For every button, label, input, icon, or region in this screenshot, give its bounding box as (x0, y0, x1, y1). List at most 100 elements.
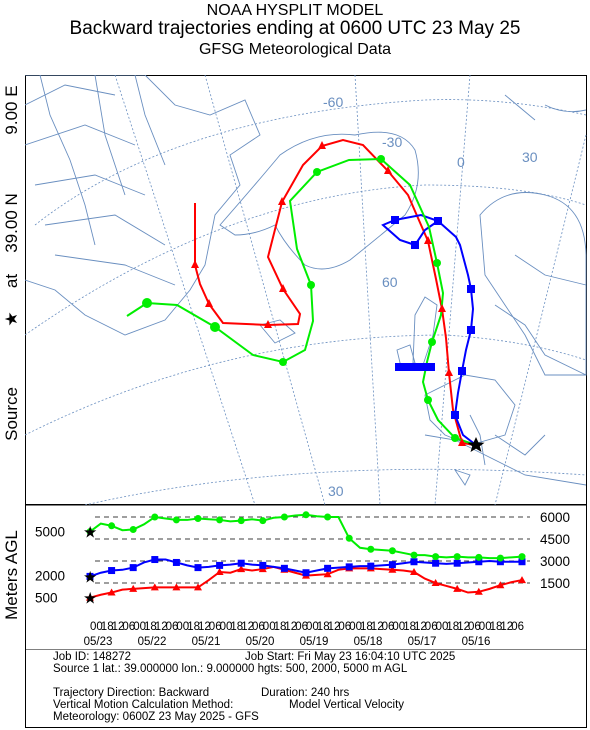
x-hour-tick: 12 (500, 621, 513, 633)
profile-marker (323, 570, 332, 578)
profile-marker (367, 562, 375, 570)
profile-marker (302, 511, 310, 519)
y-tick-left: 2000 (35, 569, 65, 584)
profile-marker (518, 553, 526, 561)
profile-marker (324, 513, 332, 521)
profile-marker (410, 558, 418, 566)
trajectory-500m-markers (191, 141, 466, 446)
profile-marker (432, 559, 440, 567)
profile-marker (324, 564, 332, 572)
vertical-motion-method: Vertical Motion Calculation Method: (53, 699, 234, 711)
profile-marker (108, 522, 116, 530)
profile-marker (410, 568, 418, 575)
profile-marker (237, 565, 246, 573)
profile-marker (259, 561, 267, 569)
profile-marker (151, 556, 159, 564)
x-hour-tick: 18 (101, 621, 114, 633)
x-hour-tick: 06 (122, 621, 135, 633)
profile-marker (194, 514, 202, 522)
x-hour-tick: 00 (176, 621, 189, 633)
job-id: Job ID: 148272 (53, 651, 132, 663)
profile-marker (453, 584, 462, 592)
profile-marker (237, 559, 245, 567)
x-hour-tick: 00 (349, 621, 362, 633)
profile-marker (280, 564, 288, 572)
profile-marker (151, 513, 159, 521)
x-hour-tick: 00 (436, 621, 449, 633)
x-hour-tick: 12 (414, 621, 427, 633)
source-at-label: at (2, 274, 21, 288)
profile-marker (474, 587, 483, 595)
profile-marker (453, 559, 461, 567)
profile-marker (345, 563, 353, 571)
profile-marker (259, 517, 267, 525)
x-hour-tick: 18 (274, 621, 287, 633)
profile-marker (194, 583, 202, 591)
x-hour-tick: 00 (392, 621, 405, 633)
profile-marker (432, 553, 440, 561)
profile-marker (216, 516, 224, 524)
profile-marker (388, 547, 396, 555)
x-hour-tick: 00 (133, 621, 146, 633)
trajectory-map: -60 -30 0 30 60 30 (25, 75, 587, 505)
x-hour-tick: 00 (263, 621, 276, 633)
profile-marker (518, 558, 526, 566)
meteorology-info: Meteorology: 0600Z 23 May 2025 - GFS (53, 711, 259, 723)
y-tick-left: 500 (35, 591, 58, 606)
source-star-icon: ★ (2, 311, 21, 326)
grid-label-lon-30: 30 (522, 149, 538, 165)
land-outlines (25, 75, 587, 486)
x-hour-tick: 18 (403, 621, 416, 633)
x-hour-tick: 12 (155, 621, 168, 633)
job-start: Job Start: Fri May 23 16:04:10 UTC 2025 (245, 651, 456, 663)
x-date-tick: 05/18 (354, 636, 383, 648)
x-date-tick: 05/17 (408, 636, 437, 648)
profile-marker (496, 554, 504, 562)
vertical-motion-value: Model Vertical Velocity (289, 699, 405, 711)
x-hour-tick: 00 (90, 621, 103, 633)
x-hour-tick: 18 (187, 621, 200, 633)
profile-marker (172, 516, 180, 524)
trajectory-paths (126, 138, 485, 452)
source-side-label: Source ★ at 39.00 N 9.00 E (0, 75, 24, 505)
x-hour-tick: 12 (457, 621, 470, 633)
profile-series: ★ ★ ★ (83, 511, 526, 608)
trajectory-2000m-markers (391, 216, 475, 419)
x-date-tick: 05/19 (300, 636, 329, 648)
source-location-star-icon (467, 437, 485, 452)
grid-label-lat-60: 60 (382, 274, 398, 290)
profile-marker (216, 561, 224, 569)
profile-marker (453, 553, 461, 561)
x-hour-tick: 12 (371, 621, 384, 633)
x-hour-tick: 12 (112, 621, 125, 633)
x-hour-tick: 06 (511, 621, 524, 633)
x-date-tick: 05/23 (84, 636, 113, 648)
source-info: Source 1 lat.: 39.000000 lon.: 9.000000 … (53, 663, 408, 675)
profile-marker (86, 528, 94, 536)
profile-marker (237, 517, 245, 525)
x-hour-tick: 18 (490, 621, 503, 633)
y-tick-right: 6000 (540, 510, 570, 525)
y-tick-right: 4500 (540, 532, 570, 547)
start-star-icon: ★ (83, 591, 97, 608)
profile-marker (129, 525, 137, 533)
profile-marker (108, 567, 116, 575)
x-hour-tick: 06 (209, 621, 222, 633)
grid-label-lon-0: 0 (457, 154, 465, 170)
source-lat-label: 39.00 N (2, 193, 21, 253)
grid-label-lat-30: 30 (328, 483, 344, 499)
header-title-line2: Backward trajectories ending at 0600 UTC… (69, 18, 521, 39)
x-hour-tick: 18 (446, 621, 459, 633)
source-prefix-label: Source (2, 387, 21, 441)
grid-label-lon-minus30: -30 (382, 134, 402, 150)
profile-marker (86, 593, 94, 601)
profile-marker (431, 579, 440, 586)
run-info-footer: Job ID: 148272 Job Start: Fri May 23 16:… (25, 650, 587, 728)
x-hour-tick: 00 (479, 621, 492, 633)
x-hour-tick: 06 (166, 621, 179, 633)
profile-marker (518, 576, 526, 584)
x-hour-tick: 06 (295, 621, 308, 633)
profile-marker (496, 558, 504, 566)
x-date-tick: 05/16 (462, 636, 491, 648)
